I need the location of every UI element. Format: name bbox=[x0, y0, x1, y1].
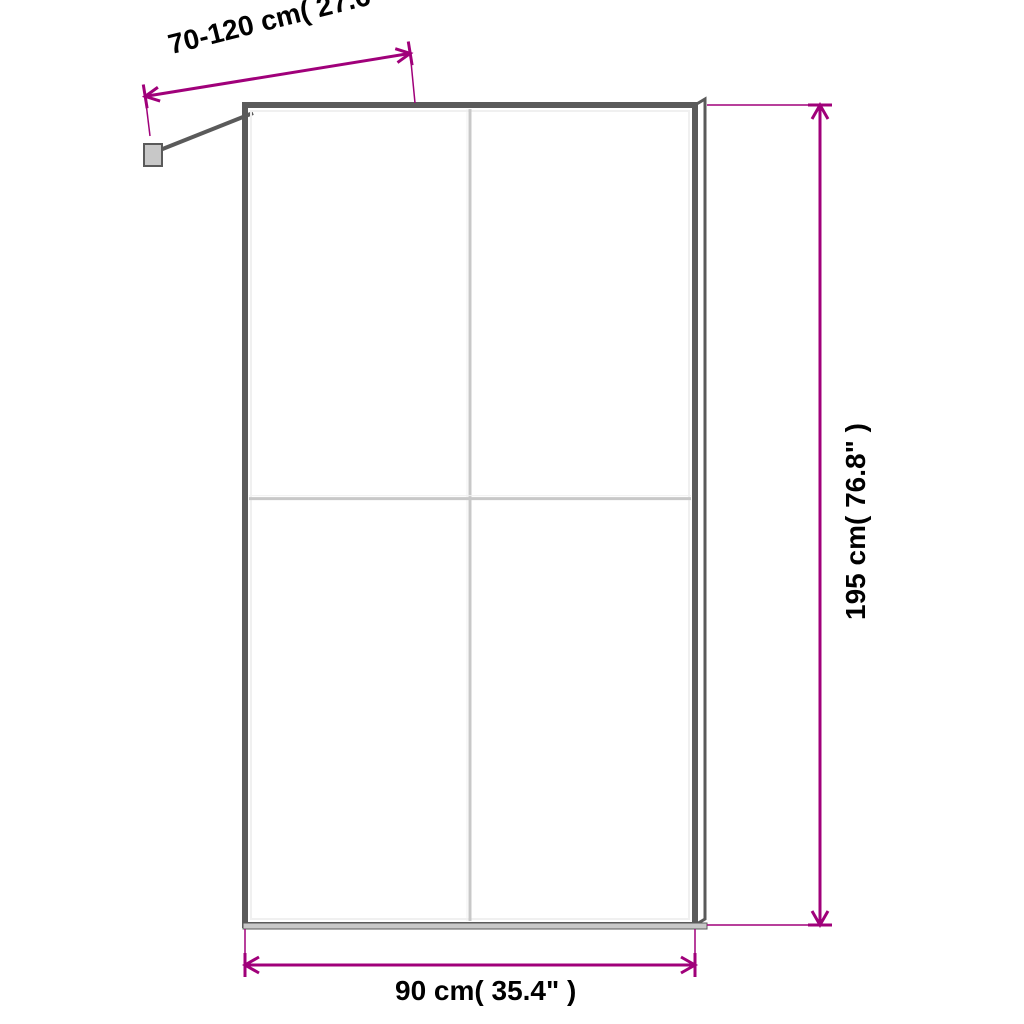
shower-panel bbox=[144, 99, 707, 929]
height-label: 195 cm( 76.8" ) bbox=[840, 423, 872, 620]
width-label: 90 cm( 35.4" ) bbox=[395, 975, 576, 1007]
